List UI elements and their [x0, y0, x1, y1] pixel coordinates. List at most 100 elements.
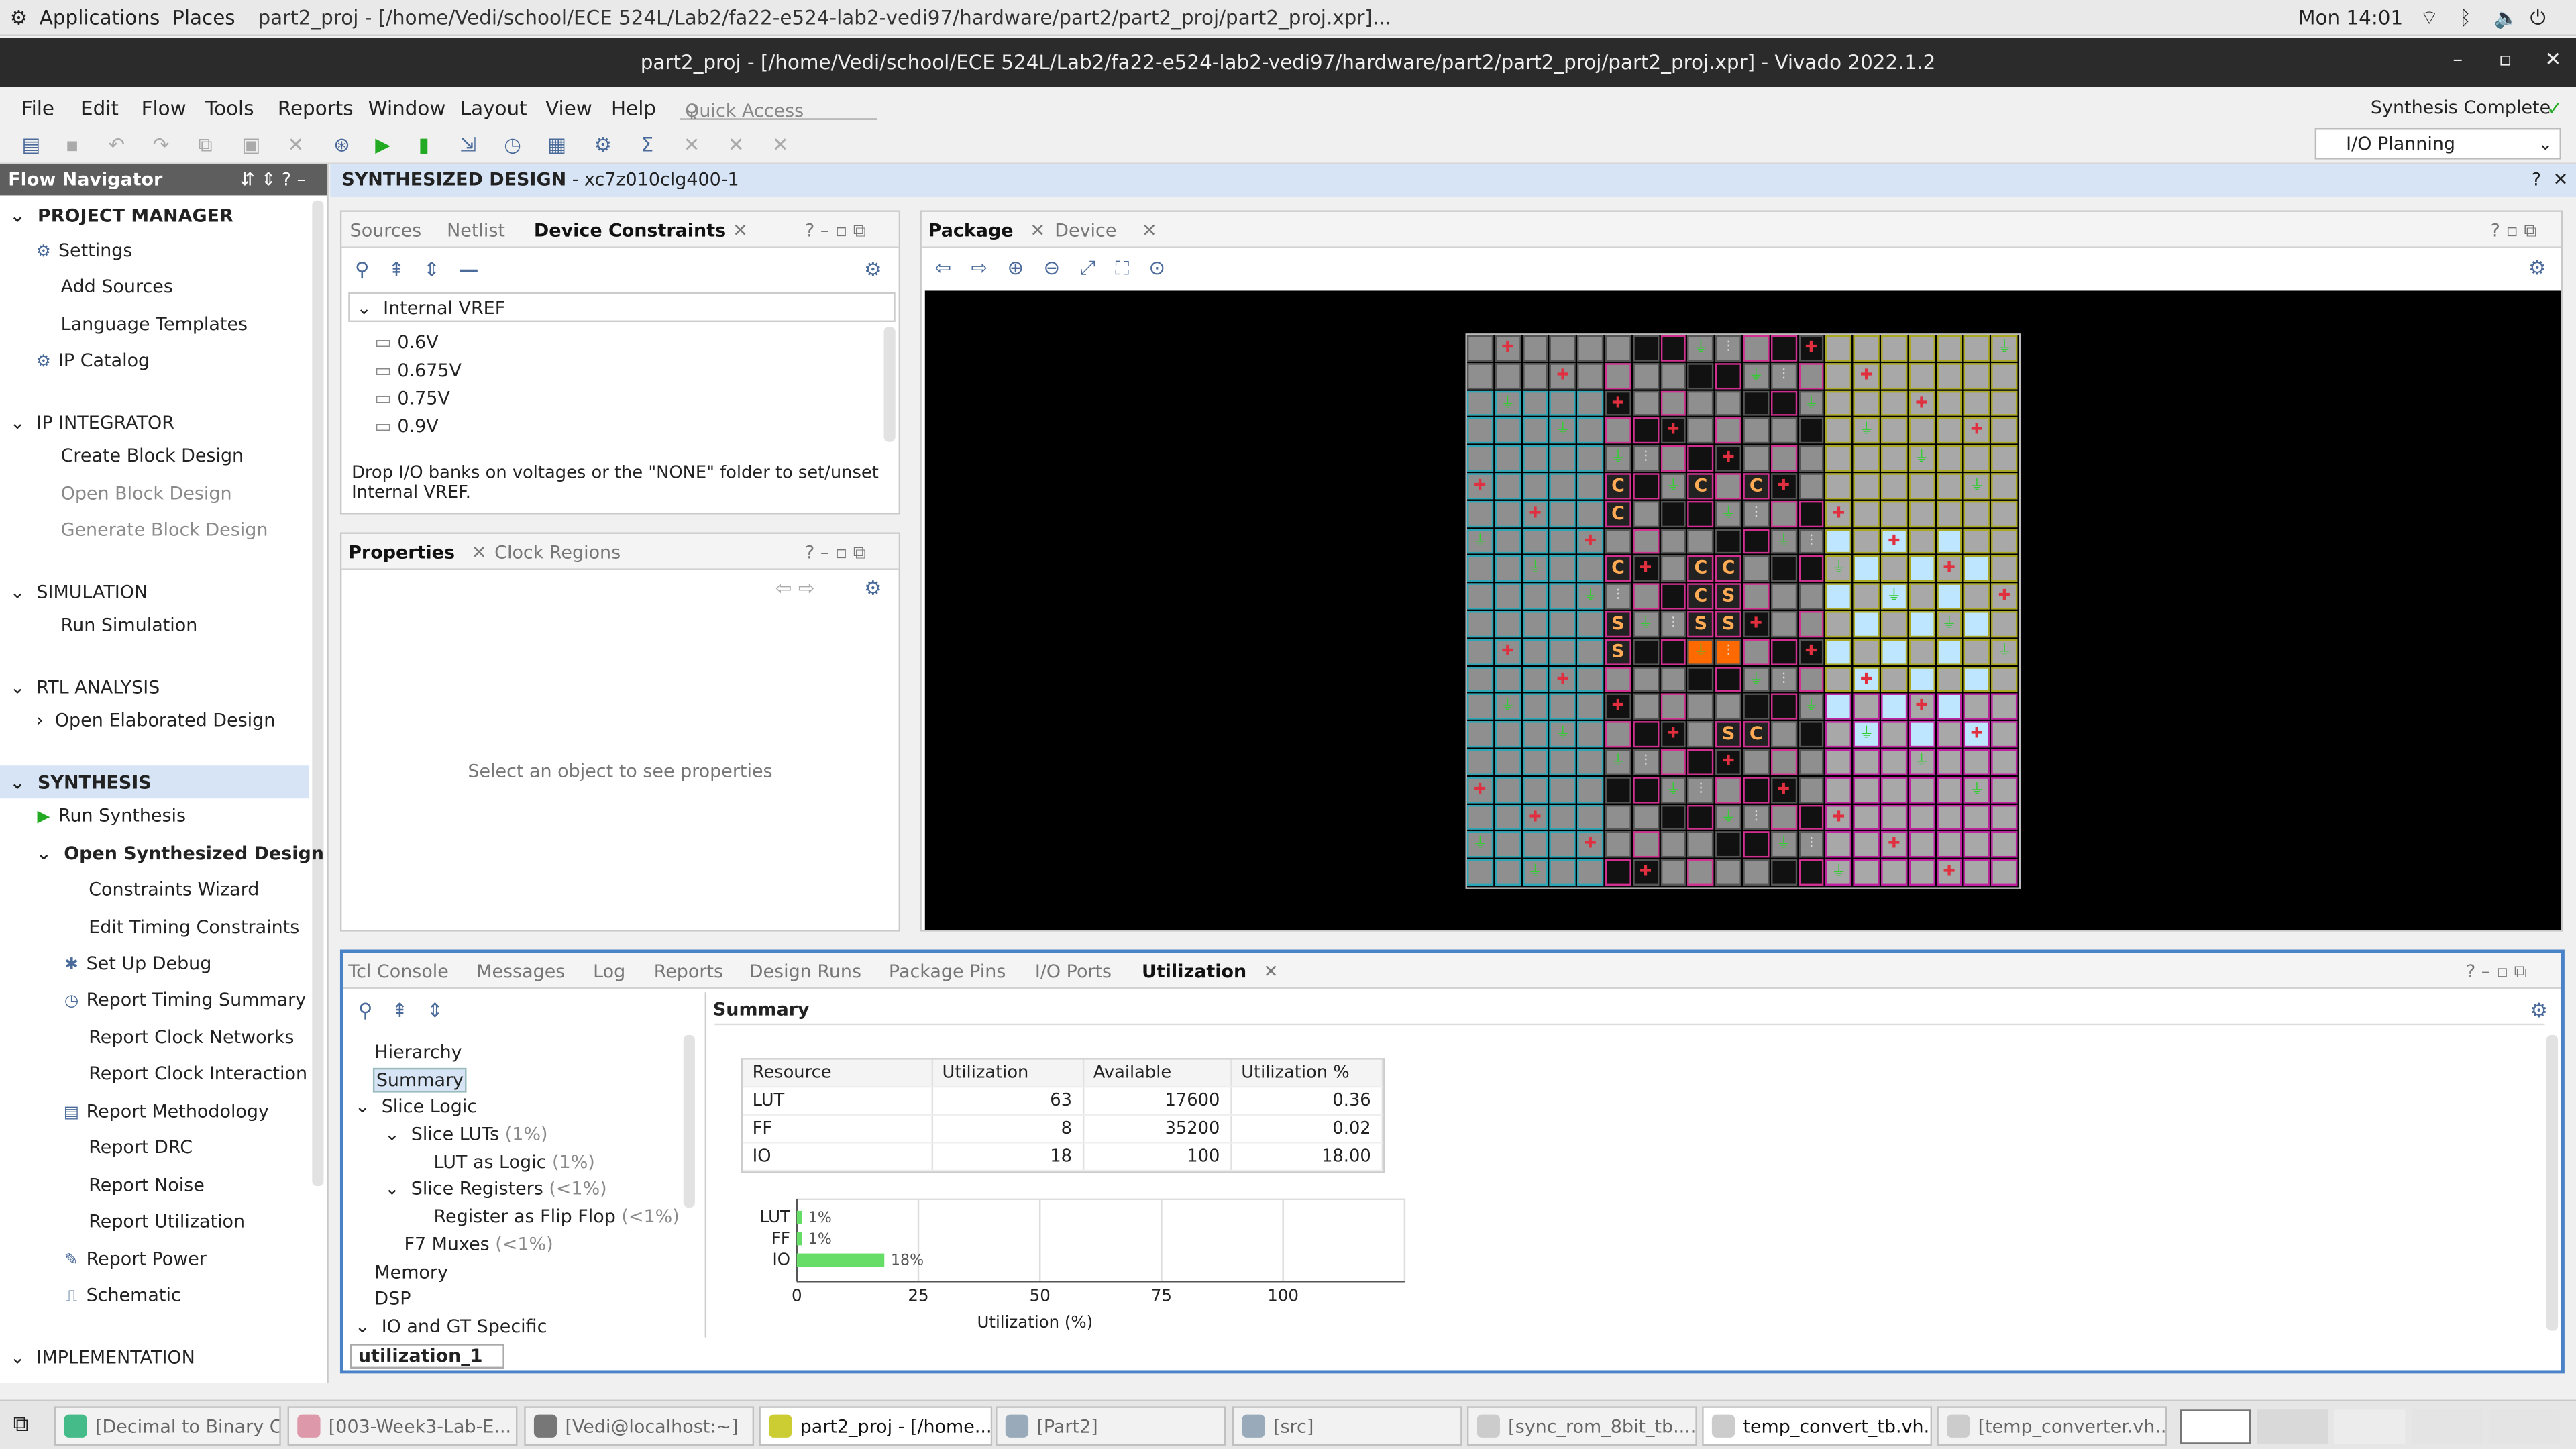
- run-icon[interactable]: ▶: [375, 133, 390, 156]
- package-pin[interactable]: [1964, 362, 1990, 389]
- package-pin[interactable]: [1909, 721, 1935, 748]
- package-pin[interactable]: [1466, 804, 1493, 830]
- package-pin[interactable]: ⏚: [1991, 639, 2018, 665]
- package-pin[interactable]: [1715, 528, 1741, 555]
- tree-memory[interactable]: Memory: [374, 1261, 448, 1283]
- package-pin[interactable]: ⏚: [1632, 611, 1659, 637]
- section-simulation[interactable]: ⌄ SIMULATION: [9, 581, 148, 603]
- package-pin[interactable]: [1495, 721, 1521, 748]
- package-pin[interactable]: [1909, 611, 1935, 637]
- package-pin[interactable]: [1466, 859, 1493, 885]
- package-pin[interactable]: [1936, 804, 1963, 830]
- close-tab-icon[interactable]: ✕: [1142, 220, 1157, 242]
- package-pin[interactable]: [1466, 362, 1493, 389]
- close-tab-icon[interactable]: ✕: [733, 220, 748, 242]
- package-pin[interactable]: ⏚: [1550, 721, 1576, 748]
- tab-sources[interactable]: Sources: [350, 220, 422, 242]
- package-pin[interactable]: [1577, 859, 1604, 885]
- package-pin[interactable]: [1577, 500, 1604, 527]
- package-pin[interactable]: [1936, 418, 1963, 444]
- package-pin[interactable]: [1743, 694, 1770, 720]
- vref-item[interactable]: ▭ 0.6V: [374, 331, 439, 354]
- package-pin[interactable]: ⏚: [1715, 804, 1741, 830]
- settings-icon[interactable]: ⚙: [594, 133, 612, 156]
- package-pin[interactable]: [1798, 445, 1825, 472]
- package-pin[interactable]: [1577, 694, 1604, 720]
- package-pin[interactable]: [1522, 445, 1548, 472]
- package-pin[interactable]: ✚: [1495, 639, 1521, 665]
- package-pin[interactable]: [1770, 859, 1797, 885]
- package-pin[interactable]: ✚: [1632, 859, 1659, 885]
- package-pin[interactable]: [1688, 528, 1714, 555]
- package-pin[interactable]: [1770, 639, 1797, 665]
- table-row[interactable]: IO 18 100 18.00: [742, 1142, 1383, 1172]
- close-design-icon[interactable]: ✕: [2553, 169, 2569, 191]
- package-pin[interactable]: [1550, 500, 1576, 527]
- package-pin[interactable]: [1936, 390, 1963, 417]
- package-pin[interactable]: [1825, 445, 1852, 472]
- package-pin[interactable]: [1688, 694, 1714, 720]
- package-pin[interactable]: [1770, 445, 1797, 472]
- package-pin[interactable]: [1743, 776, 1770, 803]
- package-pin[interactable]: [1909, 859, 1935, 885]
- package-pin[interactable]: ⏚: [1743, 666, 1770, 692]
- package-pin[interactable]: ⏚: [1550, 418, 1576, 444]
- package-pin[interactable]: [1798, 555, 1825, 582]
- package-pin[interactable]: [1632, 528, 1659, 555]
- package-pin[interactable]: [1632, 804, 1659, 830]
- package-pin[interactable]: [1825, 749, 1852, 775]
- package-pin[interactable]: [1770, 804, 1797, 830]
- package-pin[interactable]: [1715, 390, 1741, 417]
- package-pin[interactable]: [1909, 362, 1935, 389]
- package-pin[interactable]: [1936, 749, 1963, 775]
- tab-clock-regions[interactable]: Clock Regions: [494, 542, 621, 564]
- package-pin[interactable]: [1881, 418, 1907, 444]
- tab-device[interactable]: Device: [1055, 220, 1117, 242]
- package-pin[interactable]: [1522, 639, 1548, 665]
- package-pin[interactable]: [1936, 528, 1963, 555]
- footer-tab-utilization-1[interactable]: utilization_1: [350, 1344, 504, 1369]
- package-pin[interactable]: [1632, 473, 1659, 499]
- package-pin[interactable]: [1660, 639, 1686, 665]
- package-pin[interactable]: [1991, 721, 2018, 748]
- package-pin[interactable]: [1853, 555, 1880, 582]
- nav-open-synthesized-design[interactable]: ⌄ Open Synthesized Design: [36, 843, 324, 865]
- menu-flow[interactable]: Flow: [141, 97, 186, 120]
- task-week3-lab[interactable]: [003-Week3-Lab-E...: [287, 1406, 518, 1446]
- package-pin[interactable]: [1522, 335, 1548, 362]
- package-pin[interactable]: [1577, 776, 1604, 803]
- package-pin[interactable]: [1881, 611, 1907, 637]
- package-pin[interactable]: ✚: [1770, 473, 1797, 499]
- package-pin[interactable]: [1577, 804, 1604, 830]
- package-pin[interactable]: [1522, 832, 1548, 858]
- package-pin[interactable]: [1660, 555, 1686, 582]
- package-pin[interactable]: [1853, 749, 1880, 775]
- package-pin[interactable]: ✚: [1936, 859, 1963, 885]
- delete-icon[interactable]: ✕: [287, 133, 305, 156]
- package-pin[interactable]: [1853, 694, 1880, 720]
- package-pin[interactable]: ⏚: [1853, 721, 1880, 748]
- task-part2[interactable]: [Part2]: [996, 1406, 1226, 1446]
- package-pin[interactable]: [1825, 721, 1852, 748]
- package-pin[interactable]: [1798, 859, 1825, 885]
- package-pin[interactable]: [1577, 362, 1604, 389]
- package-pin[interactable]: [1577, 555, 1604, 582]
- collapse-all-icon[interactable]: ⇞: [391, 998, 409, 1022]
- package-pin[interactable]: [1715, 362, 1741, 389]
- package-pin[interactable]: [1825, 639, 1852, 665]
- package-pin[interactable]: ⏚: [1688, 335, 1714, 362]
- package-pin[interactable]: [1632, 583, 1659, 610]
- step-icon[interactable]: ▮: [418, 133, 429, 156]
- close-tab-icon[interactable]: ✕: [1030, 220, 1046, 242]
- panel-controls-icon[interactable]: ? – ▫ ⧉: [2465, 961, 2527, 983]
- package-pin[interactable]: [1964, 390, 1990, 417]
- package-pin[interactable]: [1881, 749, 1907, 775]
- vref-item[interactable]: ▭ 0.675V: [374, 360, 462, 382]
- section-project-manager[interactable]: ⌄ PROJECT MANAGER: [9, 205, 233, 227]
- package-pin[interactable]: ⏚: [1660, 776, 1686, 803]
- section-ip-integrator[interactable]: ⌄ IP INTEGRATOR: [9, 412, 174, 434]
- maximize-icon[interactable]: ▫: [2498, 48, 2512, 71]
- nav-open-elaborated-design[interactable]: › Open Elaborated Design: [36, 709, 276, 731]
- nav-set-up-debug[interactable]: ✱ Set Up Debug: [62, 953, 211, 974]
- tool-b-icon[interactable]: ✕: [727, 133, 745, 156]
